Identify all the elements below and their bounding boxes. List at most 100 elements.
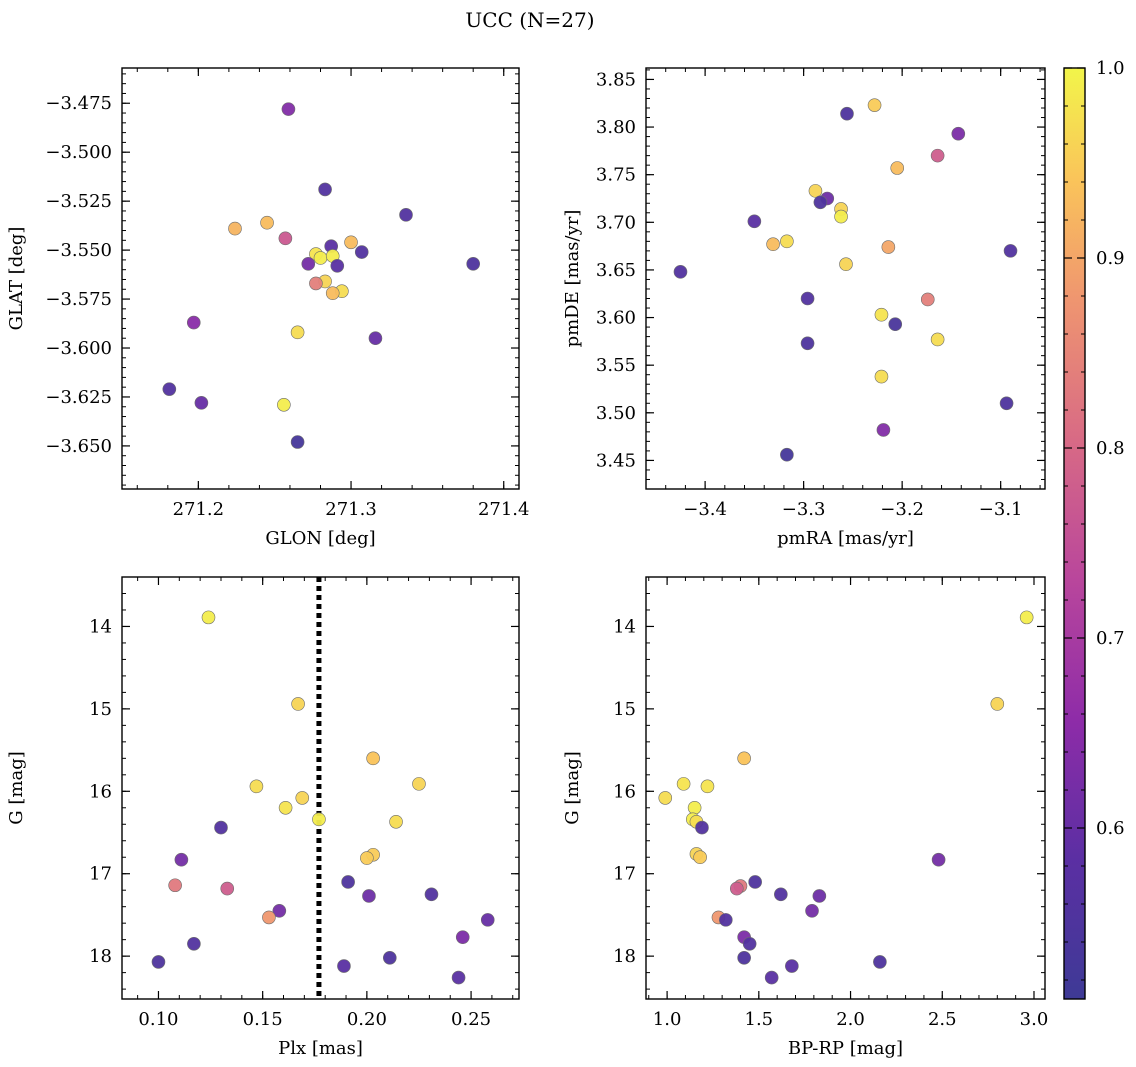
y-axis-label: G [mag]: [6, 751, 27, 824]
data-point: [839, 257, 853, 272]
data-point: [249, 779, 264, 794]
data-point: [748, 875, 762, 889]
data-point: [168, 878, 182, 893]
data-point: [366, 751, 380, 766]
data-point: [290, 435, 305, 449]
data-point: [272, 904, 287, 918]
data-point: [951, 126, 966, 141]
data-point: [290, 325, 305, 340]
data-point: [341, 875, 355, 889]
figure-title: UCC (N=27): [465, 8, 594, 32]
x-tick-label: 271.4: [478, 499, 530, 520]
y-tick-label: 3.75: [596, 165, 636, 186]
y-tick-label: −3.550: [45, 240, 112, 261]
axes-frame: [121, 67, 520, 490]
y-tick-label: 15: [613, 699, 636, 720]
y-axis-label: pmDE [mas/yr]: [562, 210, 583, 348]
y-tick-label: 18: [613, 946, 636, 967]
y-tick-label: −3.575: [45, 289, 112, 310]
colorbar-frame: [1063, 67, 1086, 1000]
y-tick-label: 3.60: [596, 308, 636, 329]
panel-color-magnitude: 1.0 1.5 2.0 2.5 3.0 14 15 16 17 18 BP-RP [mag] G [m…: [562, 576, 1048, 1059]
y-tick-label: 17: [613, 864, 636, 885]
data-point: [360, 851, 374, 865]
y-tick-label: 3.80: [596, 117, 636, 138]
data-point: [325, 286, 340, 300]
x-axis-label: GLON [deg]: [265, 528, 375, 549]
data-point: [808, 184, 823, 198]
data-point: [313, 251, 328, 265]
data-point: [800, 336, 815, 351]
data-point: [730, 881, 744, 896]
data-point: [162, 382, 177, 396]
x-tick-label: −3.2: [880, 499, 924, 520]
data-point: [187, 936, 201, 951]
x-tick-label: −3.3: [782, 499, 826, 520]
x-axis-label: pmRA [mas/yr]: [777, 528, 914, 549]
x-tick-label: 2.5: [928, 1009, 957, 1030]
y-axis-label: GLAT [deg]: [6, 227, 27, 331]
x-tick-label: 271.3: [325, 499, 377, 520]
x-tick-label: 1.5: [745, 1009, 774, 1030]
y-tick-label: 18: [89, 946, 112, 967]
data-point: [260, 215, 274, 230]
colorbar-tick-label: 1.0: [1096, 58, 1125, 79]
data-point: [805, 904, 819, 918]
data-point: [277, 397, 291, 412]
axes-frame: [121, 576, 520, 1000]
data-point: [344, 235, 358, 250]
y-tick-label: 3.70: [596, 212, 636, 233]
panel-sky-position: 271.2 271.3 271.4 −3.650 −3.625 −3.600 −3.575 −…: [6, 67, 530, 549]
x-tick-label: 0.15: [243, 1009, 283, 1030]
x-tick-label: 1.0: [653, 1009, 682, 1030]
x-axis-label: BP-RP [mag]: [788, 1038, 903, 1059]
data-point: [931, 852, 946, 867]
data-point: [295, 791, 310, 805]
data-point: [399, 208, 413, 222]
y-tick-label: −3.475: [45, 93, 112, 114]
data-point: [174, 852, 189, 867]
y-tick-label: 15: [89, 699, 112, 720]
data-point: [412, 777, 426, 791]
y-tick-label: 14: [613, 616, 636, 637]
data-point: [876, 423, 891, 437]
data-point: [220, 881, 235, 896]
data-point: [362, 889, 376, 903]
data-point: [780, 447, 794, 462]
data-point: [312, 812, 326, 827]
y-tick-label: −3.500: [45, 142, 112, 163]
data-point: [186, 315, 201, 330]
data-point: [930, 148, 945, 163]
data-point: [834, 209, 848, 224]
y-tick-label: 17: [89, 864, 112, 885]
axes-frame: [645, 576, 1046, 1000]
data-point: [999, 396, 1014, 411]
data-point: [695, 820, 709, 835]
y-tick-label: 3.85: [596, 69, 636, 90]
data-point: [354, 245, 369, 259]
y-tick-label: −3.625: [45, 387, 112, 408]
colorbar-gradient: [1064, 68, 1085, 999]
data-point: [990, 697, 1005, 711]
data-point: [673, 265, 688, 279]
data-point: [278, 231, 293, 246]
data-point: [874, 369, 889, 384]
data-point: [466, 257, 480, 271]
y-tick-label: −3.600: [45, 338, 112, 359]
scatter-panels: 271.2 271.3 271.4 −3.650 −3.625 −3.600 −3.575 −…: [6, 67, 1048, 1059]
data-point: [228, 221, 242, 236]
y-tick-label: 14: [89, 616, 112, 637]
data-point: [382, 950, 397, 965]
data-point: [337, 959, 351, 973]
data-point: [873, 955, 887, 969]
data-point: [389, 814, 403, 829]
data-point: [742, 936, 757, 951]
panel-proper-motion: −3.4 −3.3 −3.2 −3.1 3.45 3.50 3.55 3.60 3.65 3.70…: [562, 67, 1046, 549]
data-point: [151, 955, 166, 969]
data-point: [658, 791, 673, 805]
data-point: [368, 331, 383, 346]
y-tick-label: 3.65: [596, 260, 636, 281]
data-point: [1003, 244, 1018, 258]
colorbar-tick-label: 0.7: [1096, 628, 1125, 649]
data-point: [920, 292, 935, 307]
